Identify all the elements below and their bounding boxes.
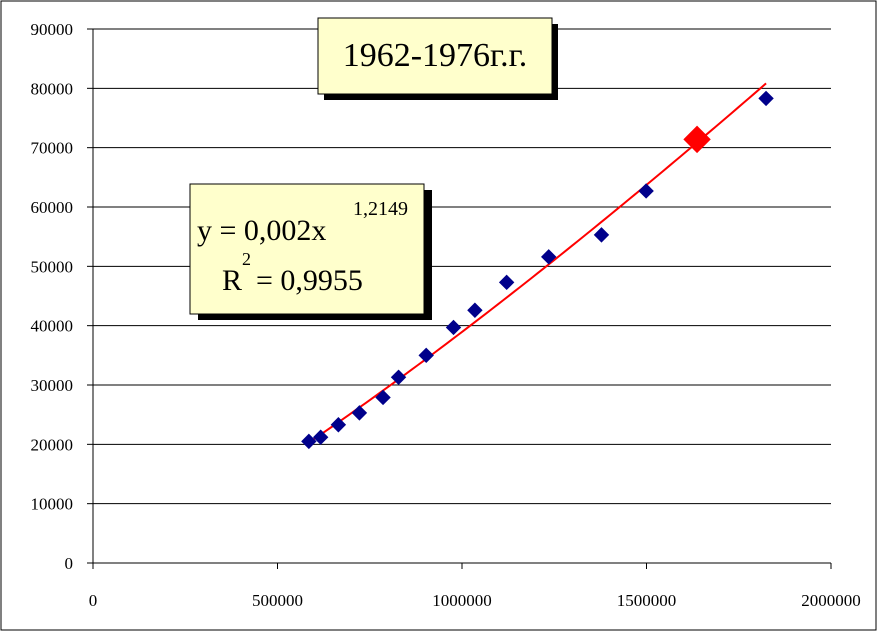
trendline xyxy=(308,82,767,444)
y-tick-label-30000: 30000 xyxy=(31,376,74,395)
equation-box: y = 0,002x 1,2149 R 2 = 0,9955 xyxy=(189,183,432,320)
y-tick-label-80000: 80000 xyxy=(31,79,74,98)
equation-exponent: 1,2149 xyxy=(353,198,408,220)
data-point-7 xyxy=(445,319,462,336)
chart-title: 1962-1976г.г. xyxy=(343,37,528,74)
x-tick-label-1000000: 1000000 xyxy=(432,591,492,610)
y-tick-label-10000: 10000 xyxy=(31,495,74,514)
data-point-4 xyxy=(375,389,391,406)
labels-layer: 0 10000 20000 30000 40000 50000 60000 70000 8000… xyxy=(31,20,861,610)
data-point-10 xyxy=(541,249,557,265)
data-point-8 xyxy=(467,302,483,318)
y-tick-label-0: 0 xyxy=(65,554,74,573)
data-point-6 xyxy=(418,347,434,364)
data-point-1 xyxy=(312,429,329,445)
y-tick-label-60000: 60000 xyxy=(31,198,74,217)
y-tick-label-40000: 40000 xyxy=(31,317,74,336)
highlight-point xyxy=(683,125,711,154)
title-box: 1962-1976г.г. xyxy=(317,17,558,100)
data-point-13 xyxy=(758,90,774,107)
data-point-5 xyxy=(390,369,407,385)
r2-prefix: R xyxy=(222,264,242,297)
x-tick-label-2000000: 2000000 xyxy=(801,591,861,610)
equation-prefix: y = 0,002x xyxy=(197,214,326,247)
svg-text:R: R xyxy=(222,264,242,297)
data-point-2 xyxy=(330,417,347,433)
y-tick-label-20000: 20000 xyxy=(31,435,74,454)
points-layer xyxy=(301,90,774,450)
data-point-9 xyxy=(498,274,515,291)
data-point-12 xyxy=(638,183,654,199)
data-point-11 xyxy=(593,227,610,243)
x-tick-label-500000: 500000 xyxy=(252,591,303,610)
r2-exponent: 2 xyxy=(242,249,251,269)
y-tick-label-90000: 90000 xyxy=(31,20,74,39)
axes xyxy=(87,28,832,569)
data-point-0 xyxy=(301,433,317,450)
y-tick-label-50000: 50000 xyxy=(31,257,74,276)
data-point-3 xyxy=(351,405,368,421)
svg-text:y = 0,002x: y = 0,002x xyxy=(197,214,326,247)
trendline-layer xyxy=(308,82,767,444)
x-tick-label-0: 0 xyxy=(89,591,98,610)
y-tick-label-70000: 70000 xyxy=(31,139,74,158)
x-tick-label-1500000: 1500000 xyxy=(617,591,677,610)
r2-suffix: = 0,9955 xyxy=(256,264,363,297)
svg-text:= 0,9955: = 0,9955 xyxy=(256,264,363,297)
